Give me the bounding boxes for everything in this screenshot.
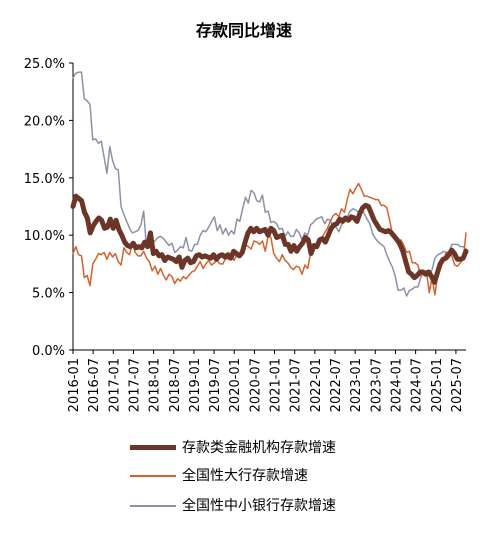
chart-title: 存款同比增速 [195,21,292,40]
series-line-2 [72,71,467,297]
y-tick-label: 25.0% [24,57,65,72]
x-tick-label: 2025-01 [430,358,445,412]
y-tick-label: 0.0% [32,344,65,359]
x-tick-label: 2021-07 [289,358,304,412]
y-tick-label: 20.0% [24,114,65,129]
x-tick-label: 2020-07 [248,358,263,412]
x-tick-label: 2017-07 [127,358,142,412]
legend-label-1: 全国性大行存款增速 [182,468,308,484]
series-line-1 [72,182,467,296]
x-tick-label: 2024-07 [410,358,425,412]
x-tick-label: 2019-01 [188,358,203,412]
legend-label-2: 全国性中小银行存款增速 [182,498,336,514]
x-tick-label: 2025-07 [450,358,465,412]
chart-axes: 0.0% 5.0% 10.0% 15.0% 20.0% 25.0% 2016-01 2016-… [24,57,466,412]
legend-swatch-0 [130,445,176,450]
legend-swatch-1 [130,475,176,477]
series-line-0 [70,193,469,285]
y-tick-label: 10.0% [24,229,65,244]
x-tick-label: 2024-01 [389,358,404,412]
x-tick-label: 2022-07 [329,358,344,412]
x-tick-label: 2018-01 [148,358,163,412]
series-layer [70,71,469,297]
x-tick-label: 2023-07 [369,358,384,412]
x-tick-label: 2017-01 [107,358,122,412]
x-tick-label: 2016-07 [87,358,102,412]
x-tick-label: 2022-01 [309,358,324,412]
x-tick-label: 2020-01 [228,358,243,412]
x-tick-label: 2021-01 [269,358,284,412]
y-tick-label: 5.0% [32,287,65,302]
y-tick-label: 15.0% [24,172,65,187]
x-tick-label: 2018-07 [168,358,183,412]
x-tick-label: 2023-01 [349,358,364,412]
legend-label-0: 存款类金融机构存款增速 [182,440,336,456]
x-tick-label: 2016-01 [67,358,82,412]
x-tick-label: 2019-07 [208,358,223,412]
legend-swatch-2 [130,505,176,507]
